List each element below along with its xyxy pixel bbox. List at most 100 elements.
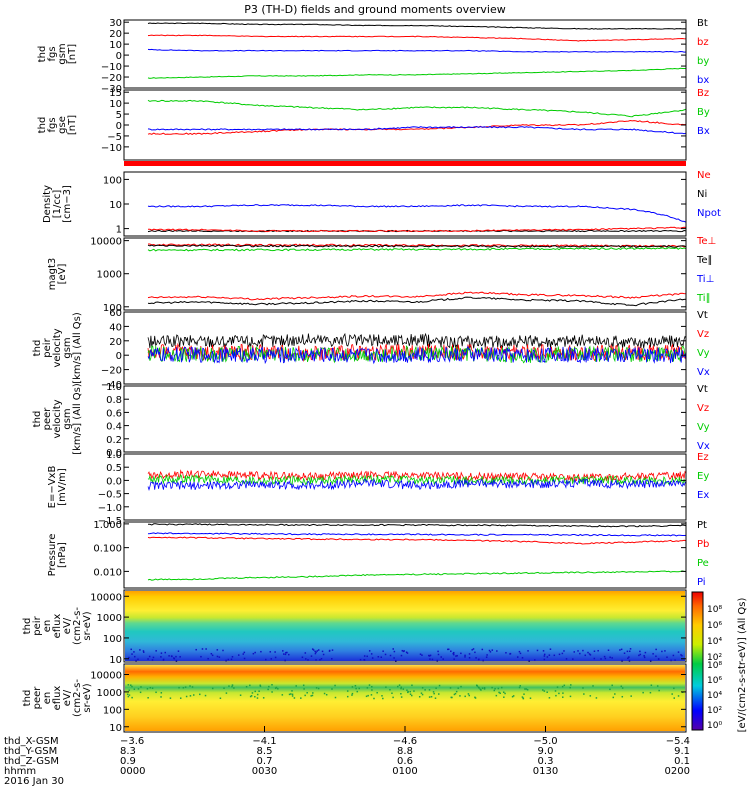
spectrogram-speckle <box>130 648 132 651</box>
spectrogram-speckle <box>155 691 157 694</box>
series-line-Npot <box>147 204 687 223</box>
spectrogram-speckle <box>546 691 548 693</box>
spectrogram-speckle <box>464 695 466 698</box>
spectrogram-speckle <box>440 656 442 658</box>
ytick-label-peir-velocity: −40 <box>101 380 122 391</box>
spectrogram-speckle <box>649 659 652 662</box>
spectrogram-speckle <box>392 648 394 650</box>
ylabel-density: [1/cc] <box>52 190 63 219</box>
spectrogram-speckle <box>420 692 423 694</box>
spectrogram-speckle <box>454 692 457 695</box>
spectrogram-speckle <box>325 693 328 696</box>
legend-item-density: Npot <box>697 208 721 219</box>
spectrogram-speckle <box>192 694 195 696</box>
ylabel-efield: E=−VxB <box>47 466 58 509</box>
spectrogram-speckle <box>146 688 149 690</box>
legend-item-fgs-gse: Bx <box>697 126 710 137</box>
spectrogram-speckle <box>211 654 214 657</box>
legend-item-pressure: Pt <box>697 520 707 531</box>
spectrogram-speckle <box>373 697 375 700</box>
spectrogram-speckle <box>437 650 439 653</box>
spectrogram-speckle <box>453 653 455 656</box>
legend-item-temperature: Te⊥ <box>696 236 716 247</box>
spectrogram-speckle <box>516 656 519 658</box>
spectrogram-speckle <box>649 691 652 694</box>
spectrogram-speckle <box>189 685 191 687</box>
spectrogram-speckle <box>381 695 383 697</box>
spectrogram-speckle <box>453 693 456 696</box>
spectrogram-speckle <box>561 652 564 655</box>
spectrogram-speckle <box>672 654 675 657</box>
spectrogram-speckle <box>593 657 596 660</box>
spectrogram-speckle <box>139 691 142 694</box>
spectrogram-speckle <box>673 697 675 699</box>
spectrogram-speckle <box>623 652 626 654</box>
spectrogram-speckle <box>268 685 270 688</box>
spectrogram-speckle <box>494 687 496 690</box>
spectrogram-speckle <box>334 684 336 687</box>
ytick-label-density: 10 <box>109 200 122 211</box>
spectrogram-speckle <box>315 651 317 653</box>
spectrogram-speckle <box>500 686 503 689</box>
spectrogram-speckle <box>597 649 599 652</box>
spectrogram-speckle <box>456 655 458 657</box>
spectrogram-speckle <box>230 658 233 661</box>
spectrogram-speckle <box>311 648 314 650</box>
spectrogram-speckle <box>367 694 369 697</box>
spectrogram-speckle <box>428 696 431 698</box>
ylabel-fgs-gsm: [nT] <box>67 44 78 64</box>
spectrogram-speckle <box>259 685 262 688</box>
spectrogram-speckle <box>407 690 409 693</box>
spectrogram-speckle <box>434 697 437 699</box>
ytick-label-fgs-gse: 10 <box>109 99 122 110</box>
spectrogram-speckle <box>582 687 584 689</box>
spectrogram-speckle <box>245 685 248 688</box>
spectrogram-speckle <box>418 696 421 698</box>
spectrogram-speckle <box>630 695 632 697</box>
ylabel-peer-spec: eV/ <box>62 689 73 706</box>
spectrogram-speckle <box>269 651 272 653</box>
spectrogram-speckle <box>315 659 317 661</box>
spectrogram-speckle <box>199 693 201 696</box>
spectrogram-speckle <box>428 689 431 691</box>
spectrogram-speckle <box>356 690 359 693</box>
spectrogram-speckle <box>133 688 136 690</box>
ylabel-peir-velocity: thd <box>32 340 43 357</box>
spectrogram-speckle <box>133 655 136 658</box>
spectrogram-speckle <box>401 649 404 652</box>
spectrogram-speckle <box>680 654 682 656</box>
spectrogram-speckle <box>497 687 500 690</box>
spectrogram-speckle <box>175 659 178 662</box>
spectrogram-speckle <box>200 655 202 658</box>
spectrogram-speckle <box>303 688 305 690</box>
spectrogram-speckle <box>228 685 230 687</box>
spectrogram-speckle <box>302 684 305 687</box>
series-line-Ne <box>147 226 687 233</box>
series-line-bz <box>147 34 687 42</box>
spectrogram-speckle <box>271 684 273 686</box>
spectrogram-speckle <box>562 692 564 694</box>
ylabel-peir-velocity: [km/s] (All Qs) <box>72 312 83 384</box>
legend-item-fgs-gsm: bz <box>697 37 709 48</box>
legend-item-peer-velocity: Vy <box>697 422 710 433</box>
spectrogram-speckle <box>331 688 333 690</box>
series-line-Ez <box>147 469 687 482</box>
legend-item-temperature: Ti⊥ <box>696 274 714 285</box>
spectrogram-speckle <box>351 694 353 696</box>
series-line-Ti⊥ <box>147 291 687 301</box>
spectrogram-speckle <box>558 653 561 656</box>
ylabel-peer-velocity: peer <box>42 407 53 431</box>
ylabel-peir-spec: eV/ <box>62 617 73 634</box>
spectrogram-speckle <box>570 684 572 686</box>
spectrogram-speckle <box>593 650 596 652</box>
spectrogram-speckle <box>363 655 366 657</box>
spectrogram-speckle <box>351 686 354 688</box>
colorbar <box>691 591 704 731</box>
spectrogram-speckle <box>231 656 234 658</box>
spectrogram-speckle <box>577 650 579 652</box>
spectrogram-speckle <box>621 659 623 662</box>
legend-item-peer-velocity: Vx <box>697 441 710 452</box>
spectrogram-speckle <box>216 649 219 651</box>
panel-frame-peir-velocity <box>123 311 687 385</box>
ytick-label-temperature: 10000 <box>90 237 122 248</box>
